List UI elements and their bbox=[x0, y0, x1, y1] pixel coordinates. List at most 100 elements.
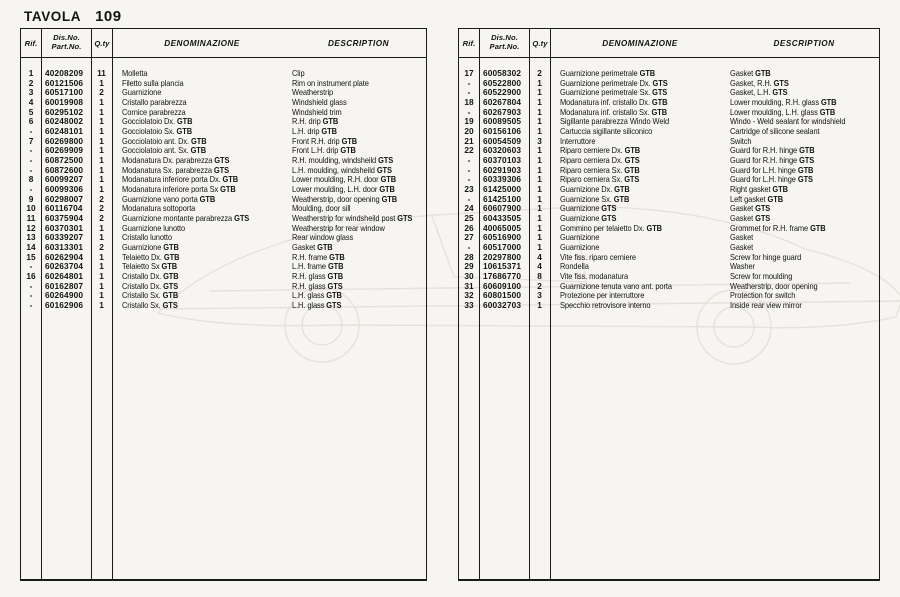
qty-cell: 1 bbox=[537, 213, 542, 224]
rif-cell: 3 bbox=[28, 87, 34, 98]
column-divider bbox=[550, 29, 551, 579]
denominazione-cell: Cristallo parabrezza bbox=[122, 97, 187, 108]
description-cell: L.H. moulding, windsheild GTS bbox=[292, 164, 392, 175]
part-number-cell: 20297800 bbox=[483, 251, 522, 262]
rif-cell: 32 bbox=[464, 290, 474, 301]
table-row: 15 60262904 1 Telaietto Dx. GTB R.H. fra… bbox=[21, 251, 426, 263]
table-row: - 60522800 1 Guarnizione perimetrale Dx.… bbox=[459, 77, 879, 89]
table-row: 27 60516900 1 Guarnizione Gasket bbox=[459, 233, 879, 243]
rif-cell: 6 bbox=[28, 116, 34, 127]
qty-cell: 8 bbox=[537, 271, 542, 282]
denominazione-cell: Riparo cerniera Dx. GTS bbox=[560, 155, 640, 166]
part-number-cell: 60607900 bbox=[483, 203, 522, 214]
table-row: - 60339306 1 Riparo cerniera Sx. GTS Gua… bbox=[459, 175, 879, 185]
part-number-cell: 60248002 bbox=[45, 116, 84, 127]
description-cell: Weatherstrip for windsheild post GTS bbox=[292, 213, 413, 224]
denominazione-cell: Cristallo Dx. GTB bbox=[122, 271, 179, 282]
denominazione-cell: Guarnizione GTS bbox=[560, 213, 617, 224]
description-cell: Gasket GTB bbox=[730, 68, 771, 78]
table-row: 2 60121506 1 Filetto sulla plancia Rim o… bbox=[21, 77, 426, 89]
table-row: - 60291903 1 Riparo cerniera Sx. GTB Gua… bbox=[459, 164, 879, 176]
qty-cell: 4 bbox=[537, 251, 542, 262]
tavola-number: 109 bbox=[95, 8, 122, 25]
qty-cell: 1 bbox=[537, 174, 542, 185]
denominazione-cell: Modanatura inf. cristallo Sx. GTB bbox=[560, 106, 668, 117]
denominazione-cell: Guarnizione perimetrale Dx. GTS bbox=[560, 77, 668, 88]
qty-cell: 1 bbox=[99, 116, 104, 127]
qty-cell: 2 bbox=[99, 242, 104, 253]
rif-cell: 5 bbox=[28, 106, 34, 117]
description-cell: Lower moulding, R.H. glass GTB bbox=[730, 97, 837, 108]
qty-cell: 3 bbox=[537, 135, 542, 146]
header-part-no: Dis.No. Part.No. bbox=[480, 29, 529, 57]
qty-cell: 1 bbox=[537, 300, 542, 311]
part-number-cell: 60291903 bbox=[483, 164, 522, 175]
denominazione-cell: Guarnizione GTS bbox=[560, 203, 617, 214]
qty-cell: 1 bbox=[99, 145, 104, 156]
rif-cell: - bbox=[29, 184, 33, 195]
description-cell: Front R.H. drip GTB bbox=[292, 135, 358, 146]
table-row: 10 60116704 2 Modanatura sottoporta Moul… bbox=[21, 204, 426, 214]
qty-cell: 1 bbox=[99, 290, 104, 301]
rif-cell: 25 bbox=[464, 213, 474, 224]
qty-cell: 1 bbox=[537, 203, 542, 214]
part-number-cell: 60156106 bbox=[483, 126, 522, 137]
part-number-cell: 60522800 bbox=[483, 77, 522, 88]
table-row: - 60162906 1 Cristallo Sx. GTS L.H. glas… bbox=[21, 300, 426, 311]
rif-cell: 16 bbox=[26, 271, 36, 282]
denominazione-cell: Vite fiss. riparo cerniere bbox=[560, 251, 636, 262]
qty-cell: 1 bbox=[537, 145, 542, 156]
rif-cell: - bbox=[29, 280, 33, 291]
description-cell: Clip bbox=[292, 68, 305, 78]
qty-cell: 2 bbox=[99, 203, 104, 214]
description-cell: Gasket bbox=[730, 232, 754, 243]
denominazione-cell: Cristallo lunotto bbox=[122, 232, 172, 243]
denominazione-cell: Riparo cerniere Dx. GTB bbox=[560, 145, 641, 156]
description-cell: Guard for L.H. hinge GTS bbox=[730, 174, 813, 185]
parts-table-right: Rif. Dis.No. Part.No. Q.ty DENOMINAZIONE… bbox=[458, 28, 880, 581]
qty-cell: 1 bbox=[537, 164, 542, 175]
page-title: TAVOLA 109 bbox=[24, 8, 122, 26]
table-row: 29 10615371 4 Rondella Washer bbox=[459, 262, 879, 272]
rif-cell: 4 bbox=[28, 97, 34, 108]
denominazione-cell: Molletta bbox=[122, 68, 148, 78]
denominazione-cell: Riparo cerniera Sx. GTB bbox=[560, 164, 640, 175]
denominazione-cell: Modanatura inferiore porta Sx GTB bbox=[122, 184, 236, 195]
rif-cell: - bbox=[467, 242, 471, 253]
description-cell: Lower moulding, L.H. door GTB bbox=[292, 184, 395, 195]
description-cell: Front L.H. drip GTB bbox=[292, 145, 356, 156]
part-number-cell: 60162906 bbox=[45, 300, 84, 311]
table-row: 32 60801500 3 Protezione per interruttor… bbox=[459, 291, 879, 301]
table-row: - 61425100 1 Guarnizione Sx. GTB Left ga… bbox=[459, 194, 879, 205]
header-rif: Rif. bbox=[24, 38, 38, 48]
table-row: 28 20297800 4 Vite fiss. riparo cerniere… bbox=[459, 251, 879, 263]
qty-cell: 1 bbox=[99, 77, 104, 88]
column-divider bbox=[529, 29, 530, 579]
qty-cell: 1 bbox=[99, 155, 104, 166]
denominazione-cell: Interruttore bbox=[560, 135, 596, 146]
denominazione-cell: Vite fiss. modanatura bbox=[560, 271, 629, 282]
denominazione-cell: Modanatura Dx. parabrezza GTS bbox=[122, 155, 230, 166]
qty-cell: 1 bbox=[537, 116, 542, 127]
part-number-cell: 60872500 bbox=[45, 155, 84, 166]
qty-cell: 1 bbox=[99, 232, 104, 243]
rif-cell: 18 bbox=[464, 97, 474, 108]
table-row: 5 60295102 1 Cornice parabrezza Windshie… bbox=[21, 106, 426, 118]
table-row: 19 60089505 1 Sigillante parabrezza Wind… bbox=[459, 117, 879, 127]
description-cell: L.H. frame GTB bbox=[292, 261, 344, 272]
part-number-cell: 60116704 bbox=[45, 203, 83, 214]
denominazione-cell: Gocciolatoio Sx. GTB bbox=[122, 126, 193, 137]
part-number-cell: 40065005 bbox=[483, 222, 522, 233]
description-cell: Protection for switch bbox=[730, 290, 796, 301]
rif-cell: 29 bbox=[464, 261, 474, 272]
table-row: 11 60375904 2 Guarnizione montante parab… bbox=[21, 213, 426, 224]
denominazione-cell: Guarnizione lunotto bbox=[122, 222, 186, 233]
table-row: 33 60032703 1 Specchio retrovisore inter… bbox=[459, 300, 879, 311]
description-cell: L.H. drip GTB bbox=[292, 126, 337, 137]
description-cell: Guard for R.H. hinge GTS bbox=[730, 155, 815, 166]
denominazione-cell: Gocciolatoio ant. Dx. GTB bbox=[122, 135, 207, 146]
description-cell: Screw for hinge guard bbox=[730, 251, 802, 262]
qty-cell: 1 bbox=[99, 251, 104, 262]
table-row: - 60872500 1 Modanatura Dx. parabrezza G… bbox=[21, 155, 426, 166]
table-row: 30 17686770 8 Vite fiss. modanatura Scre… bbox=[459, 271, 879, 282]
